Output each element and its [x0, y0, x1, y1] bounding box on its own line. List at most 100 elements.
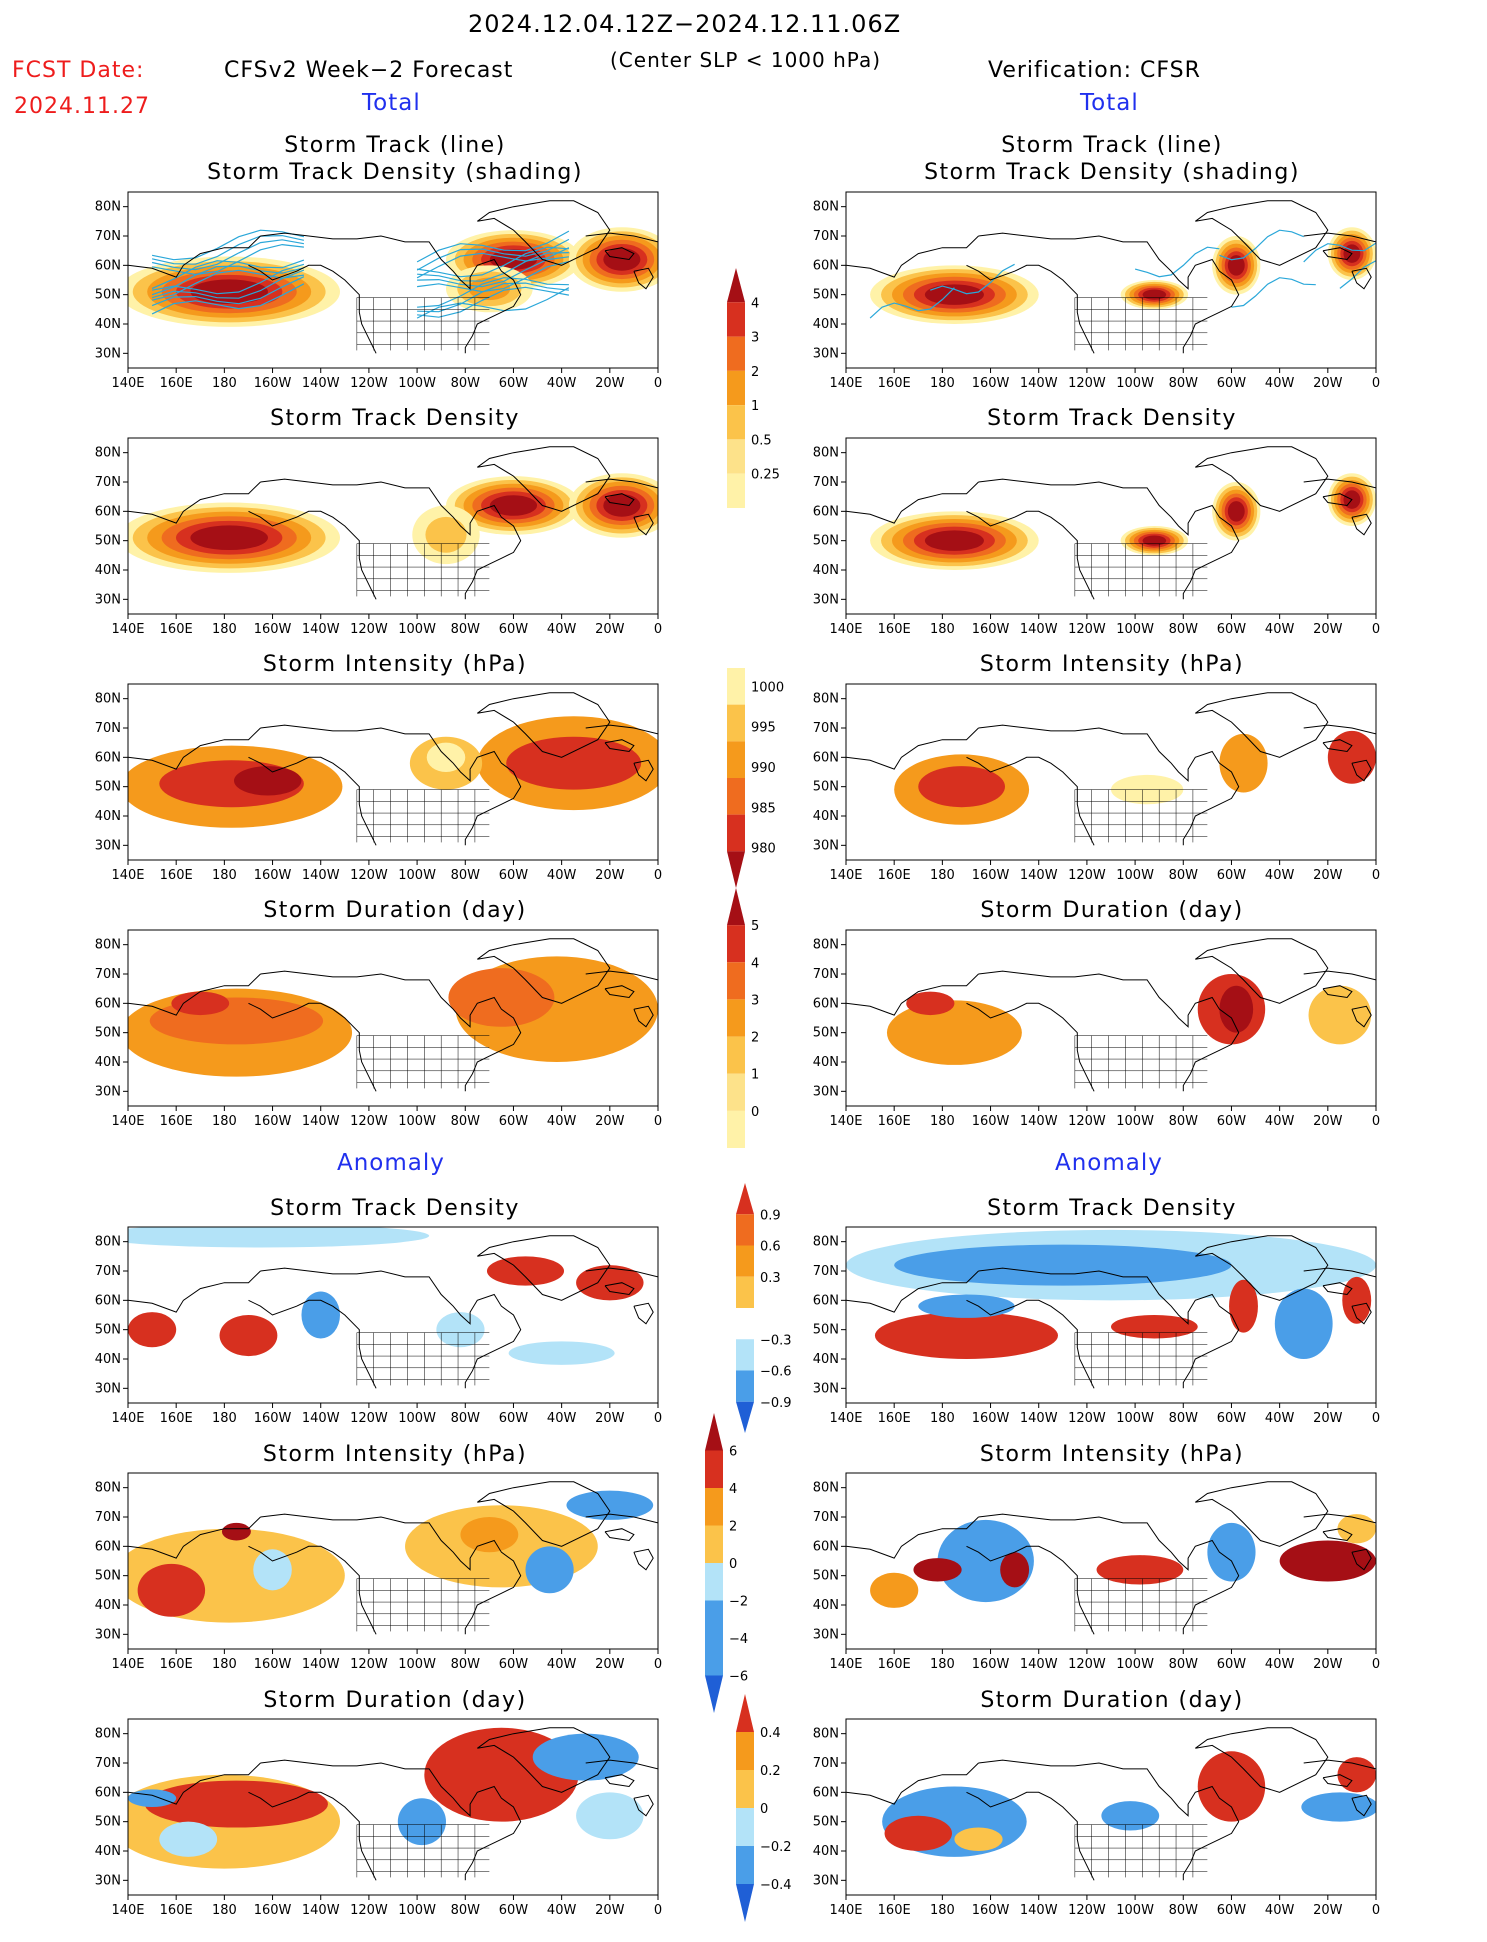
colorbar-label: 0.25	[751, 468, 780, 483]
lon-tick-label: 140E	[111, 376, 144, 391]
coastline	[846, 235, 979, 278]
coastline	[978, 724, 1240, 846]
colorbar-label: −2	[729, 1595, 748, 1610]
lon-tick-label: 20W	[1313, 376, 1343, 391]
lon-tick-label: 0	[1372, 376, 1380, 391]
lon-tick-label: 140W	[1020, 622, 1058, 637]
colorbar-segment	[705, 1525, 723, 1563]
right-title-intensity-anom: Storm Intensity (hPa)	[979, 1442, 1245, 1467]
colorbar-label: 1	[751, 399, 759, 414]
left-title-duration-anom: Storm Duration (day)	[263, 1688, 527, 1713]
shaded-region	[894, 1244, 1232, 1286]
colorbar-segment	[727, 741, 745, 778]
coastline	[846, 1762, 979, 1805]
lon-tick-label: 60W	[499, 1903, 529, 1918]
shaded-region	[924, 284, 984, 305]
colorbar-segment	[727, 439, 745, 474]
colorbar-segment	[727, 814, 745, 852]
right-title-track-line: Storm Track (line)	[1001, 133, 1223, 158]
colorbar-segment	[705, 1675, 723, 1713]
coastline	[1322, 247, 1353, 261]
lon-tick-label: 120W	[350, 868, 388, 883]
right-title-density-anom: Storm Track Density	[987, 1196, 1237, 1221]
lon-tick-label: 80W	[1169, 1657, 1199, 1672]
left-title-intensity: Storm Intensity (hPa)	[262, 652, 528, 677]
colorbar-segment	[705, 1638, 723, 1676]
colorbar-segment	[736, 1694, 754, 1732]
shaded-region	[886, 1000, 1022, 1065]
lat-tick-label: 30N	[813, 1381, 839, 1396]
storm-track-line	[417, 252, 569, 282]
colorbar-segment	[736, 1370, 754, 1402]
colorbar-segment	[736, 1214, 754, 1246]
lon-tick-label: 20W	[1313, 1903, 1343, 1918]
lon-tick-label: 80W	[451, 1114, 481, 1129]
colorbar-label: 2	[729, 1520, 737, 1535]
lat-tick-label: 40N	[813, 563, 839, 578]
lon-tick-label: 60W	[499, 1657, 529, 1672]
shaded-region	[924, 530, 984, 551]
colorbar-label: −0.2	[760, 1840, 792, 1855]
shaded-region	[448, 968, 555, 1027]
intensity-colorbar: 1000 995 990 985 980	[727, 668, 784, 888]
lat-tick-label: 50N	[813, 534, 839, 549]
lon-tick-label: 140W	[302, 1411, 340, 1426]
lon-tick-label: 20W	[595, 622, 625, 637]
colorbar-label: −0.3	[760, 1333, 792, 1348]
lat-tick-label: 60N	[95, 996, 121, 1011]
left-title-track-line: Storm Track (line)	[284, 133, 506, 158]
shaded-region	[1337, 1757, 1376, 1793]
storm-track-line	[417, 286, 570, 318]
shaded-region	[171, 991, 230, 1016]
lon-tick-label: 180	[212, 1657, 237, 1672]
colorbar-segment	[736, 1770, 754, 1808]
coastline	[248, 264, 377, 354]
shaded-region	[906, 991, 955, 1016]
colorbar-label: 0	[751, 1105, 759, 1120]
coastline	[260, 1513, 522, 1635]
lon-tick-label: 140E	[829, 1411, 862, 1426]
lon-tick-label: 160W	[972, 868, 1010, 883]
right-title-intensity: Storm Intensity (hPa)	[979, 652, 1245, 677]
shaded-region	[219, 1315, 278, 1357]
coastline	[633, 1005, 654, 1028]
lon-tick-label: 160W	[972, 622, 1010, 637]
lat-tick-label: 40N	[95, 809, 121, 824]
lon-tick-label: 160E	[878, 1411, 911, 1426]
shaded-region	[128, 1227, 430, 1248]
colorbar-label: 6	[729, 1445, 737, 1460]
lon-tick-label: 80W	[1169, 1114, 1199, 1129]
lon-tick-label: 140E	[111, 1903, 144, 1918]
coastline	[633, 1794, 654, 1817]
lat-tick-label: 60N	[813, 258, 839, 273]
coastline	[128, 481, 261, 524]
coastline	[128, 973, 261, 1016]
lon-tick-label: 0	[654, 1657, 662, 1672]
lon-tick-label: 140W	[1020, 1411, 1058, 1426]
lon-tick-label: 60W	[499, 1411, 529, 1426]
right-map-6: 80N 70N 60N 50N 40N 30N 140E 160E 180 160W 140W 120…	[813, 1472, 1380, 1672]
coastline	[248, 756, 377, 846]
lat-tick-label: 40N	[95, 317, 121, 332]
lon-tick-label: 80W	[1169, 622, 1199, 637]
coastline	[248, 1299, 377, 1389]
lon-tick-label: 80W	[451, 622, 481, 637]
colorbar-segment	[705, 1600, 723, 1638]
coastline	[966, 510, 1095, 600]
storm-track-line	[1134, 246, 1220, 278]
lon-tick-label: 160E	[160, 1114, 193, 1129]
coastline	[1351, 1302, 1372, 1325]
coastline	[966, 264, 1095, 354]
lon-tick-label: 140W	[302, 1114, 340, 1129]
shaded-region	[576, 1265, 644, 1301]
lon-tick-label: 20W	[595, 376, 625, 391]
coastline	[604, 493, 635, 507]
right-map-5: 80N 70N 60N 50N 40N 30N 140E 160E 180 160W 140W 120…	[813, 1226, 1380, 1426]
lon-tick-label: 140E	[111, 1114, 144, 1129]
shaded-region	[918, 766, 1005, 808]
lon-tick-label: 140E	[111, 622, 144, 637]
lat-tick-label: 30N	[95, 346, 121, 361]
lon-tick-label: 0	[1372, 1903, 1380, 1918]
lon-tick-label: 100W	[398, 1903, 436, 1918]
lon-tick-label: 160E	[878, 868, 911, 883]
